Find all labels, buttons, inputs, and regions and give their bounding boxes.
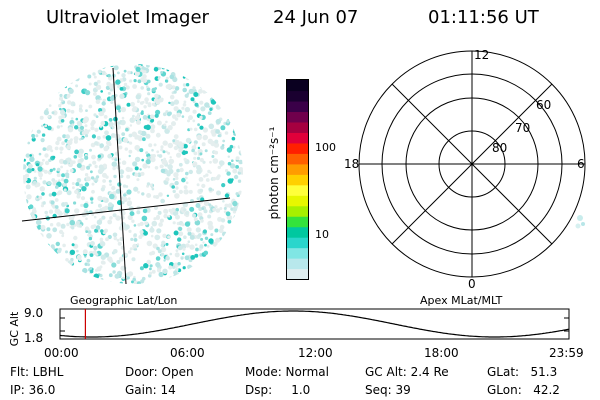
geographic-parallel-line [21, 197, 231, 222]
colorbar-tick-100: 100 [315, 141, 336, 154]
colorbar-cell [287, 142, 308, 154]
colorbar-unit-label: photon cm⁻²s⁻¹ [267, 126, 281, 220]
mlat-label-70: 70 [515, 121, 530, 135]
info-glon: GLon: 42.2 [487, 383, 560, 397]
mlt-label-0: 0 [468, 277, 476, 291]
altitude-plot-frame [59, 308, 570, 340]
colorbar-cell [287, 247, 308, 259]
altitude-xtick-0000: 00:00 [44, 346, 79, 360]
colorbar-cell [287, 90, 308, 102]
colorbar-cell [287, 216, 308, 228]
altitude-xtick-2359: 23:59 [549, 346, 584, 360]
altitude-plot [59, 308, 570, 340]
colorbar-cell [287, 174, 308, 186]
altitude-curve [59, 310, 570, 338]
time-label: 01:11:56 UT [428, 7, 539, 28]
mlt-label-6: 6 [577, 157, 585, 171]
altitude-xtick-0600: 06:00 [170, 346, 205, 360]
info-mode: Mode: Normal [245, 365, 329, 379]
info-seq: Seq: 39 [365, 383, 411, 397]
polar-plot: 12 0 18 6 60 70 80 [344, 48, 586, 291]
info-glat: GLat: 51.3 [487, 365, 558, 379]
colorbar-cell [287, 121, 308, 133]
colorbar-cell [287, 111, 308, 123]
colorbar-cell [287, 163, 308, 175]
date-label: 24 Jun 07 [273, 7, 359, 28]
color-bar [286, 79, 309, 280]
polar-edge-emission [575, 215, 585, 229]
mlat-label-60: 60 [536, 98, 551, 112]
altitude-xtick-1800: 18:00 [424, 346, 459, 360]
altitude-ylabel: GC Alt [8, 311, 21, 347]
mlat-label-80: 80 [492, 141, 507, 155]
colorbar-cell [287, 153, 308, 165]
colorbar-cell [287, 258, 308, 270]
colorbar-cell [287, 80, 308, 92]
uv-image-panel [21, 64, 243, 285]
image-panel-caption: Geographic Lat/Lon [70, 294, 178, 307]
mlt-label-12: 12 [474, 48, 489, 62]
colorbar-cell [287, 268, 308, 280]
altitude-ytick-bottom: 1.8 [24, 331, 44, 345]
info-door: Door: Open [125, 365, 194, 379]
info-dsp: Dsp: 1.0 [245, 383, 311, 397]
info-filter: Flt: LBHL [10, 365, 64, 379]
colorbar-cell [287, 184, 308, 196]
colorbar-cell [287, 205, 308, 217]
mlt-label-18: 18 [344, 157, 359, 171]
info-gain: Gain: 14 [125, 383, 176, 397]
polar-panel-caption: Apex MLat/MLT [420, 294, 503, 307]
colorbar-cell [287, 100, 308, 113]
uv-emission-speckle [23, 64, 243, 284]
geographic-meridian-line [112, 67, 127, 285]
altitude-ytick-top: 9.0 [24, 306, 44, 320]
colorbar-cell [287, 195, 308, 207]
colorbar-tick-10: 10 [315, 228, 329, 241]
altitude-xtick-1200: 12:00 [298, 346, 333, 360]
colorbar-cell [287, 237, 308, 249]
colorbar-cell [287, 226, 308, 238]
info-gc-alt: GC Alt: 2.4 Re [365, 365, 449, 379]
info-ip: IP: 36.0 [10, 383, 56, 397]
app-title: Ultraviolet Imager [46, 7, 209, 28]
colorbar-cell [287, 132, 308, 144]
